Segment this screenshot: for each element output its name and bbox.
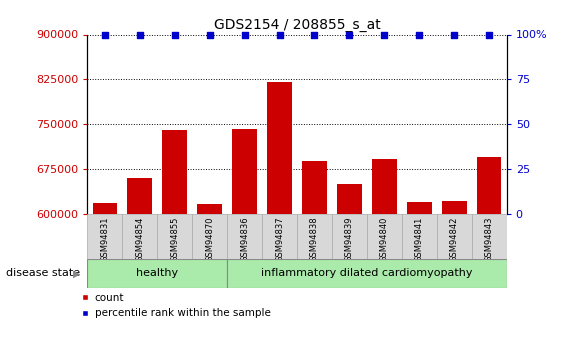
Text: healthy: healthy <box>136 268 178 278</box>
Title: GDS2154 / 208855_s_at: GDS2154 / 208855_s_at <box>213 18 381 32</box>
Point <box>170 32 179 37</box>
Bar <box>122 214 157 259</box>
Point <box>275 32 284 37</box>
Bar <box>92 203 117 214</box>
Point <box>345 32 354 37</box>
Text: GSM94841: GSM94841 <box>415 216 424 262</box>
Bar <box>442 201 467 214</box>
Bar <box>127 178 152 214</box>
Bar <box>407 202 432 214</box>
Point <box>415 32 424 37</box>
Bar <box>267 82 292 214</box>
Bar <box>472 214 507 259</box>
Point <box>100 32 109 37</box>
Bar <box>372 159 396 214</box>
Bar <box>227 214 262 259</box>
Bar <box>437 214 472 259</box>
Bar <box>262 214 297 259</box>
Bar <box>402 214 437 259</box>
Text: GSM94854: GSM94854 <box>135 216 144 262</box>
Text: GSM94842: GSM94842 <box>450 216 459 262</box>
Text: GSM94836: GSM94836 <box>240 216 249 262</box>
Text: GSM94839: GSM94839 <box>345 216 354 262</box>
Text: GSM94840: GSM94840 <box>380 216 389 262</box>
Legend: count, percentile rank within the sample: count, percentile rank within the sample <box>81 293 271 318</box>
Bar <box>157 214 192 259</box>
Bar <box>87 259 227 288</box>
Bar <box>297 214 332 259</box>
Bar <box>337 184 361 214</box>
Point <box>135 32 144 37</box>
Text: GSM94870: GSM94870 <box>205 216 214 262</box>
Bar <box>87 214 122 259</box>
Text: disease state: disease state <box>6 268 80 278</box>
Text: GSM94843: GSM94843 <box>485 216 494 262</box>
Bar <box>302 161 327 214</box>
Bar <box>227 259 507 288</box>
Bar <box>162 130 187 214</box>
Bar <box>198 204 222 214</box>
Text: GSM94838: GSM94838 <box>310 216 319 262</box>
Bar <box>477 157 502 214</box>
Point <box>205 32 214 37</box>
Text: GSM94831: GSM94831 <box>100 216 109 262</box>
Text: ▶: ▶ <box>73 268 81 278</box>
Text: GSM94837: GSM94837 <box>275 216 284 262</box>
Bar <box>192 214 227 259</box>
Text: GSM94855: GSM94855 <box>170 216 179 262</box>
Point <box>485 32 494 37</box>
Point <box>240 32 249 37</box>
Point <box>450 32 459 37</box>
Bar <box>367 214 402 259</box>
Point <box>380 32 389 37</box>
Point <box>310 32 319 37</box>
Bar <box>332 214 367 259</box>
Text: inflammatory dilated cardiomyopathy: inflammatory dilated cardiomyopathy <box>261 268 472 278</box>
Bar <box>233 129 257 214</box>
